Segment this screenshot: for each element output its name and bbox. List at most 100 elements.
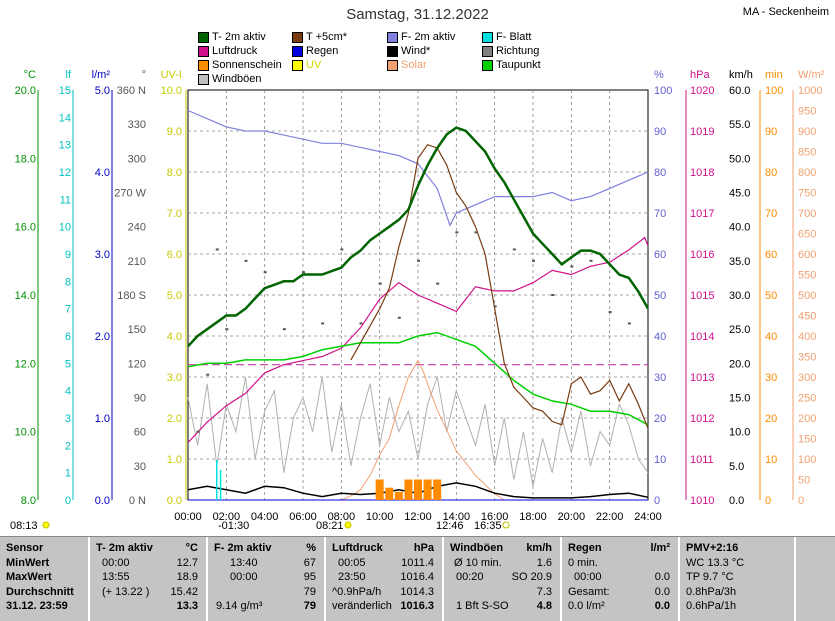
axis-tick-label: 7 (65, 304, 71, 316)
marker-sunset: 16:35 (474, 520, 502, 532)
legend-item: Solar (387, 59, 427, 71)
stats-rain-col: Regen l/m² 0 min. 00:00 0.0 Gesamt: 0.0 0.0… (560, 537, 678, 621)
axis-unit-label: km/h (729, 69, 753, 81)
axis-tick-label: 30 (134, 461, 146, 473)
axis-tick-label: 1011 (690, 454, 714, 466)
axis-tick-label: 0 (798, 495, 804, 507)
legend-swatch (482, 45, 493, 57)
wind-direction-mark (608, 311, 612, 314)
axis-tick-label: 150 (798, 434, 816, 446)
axis-tick-label: 120 (128, 358, 146, 370)
legend-item: Taupunkt (482, 59, 541, 71)
stats-rain-value: 0.0 (654, 585, 670, 598)
axis-tick-label: 40 (654, 331, 666, 343)
axis-tick-label: 40 (765, 331, 777, 343)
axis-unit-label: min (765, 69, 783, 81)
stats-rain-unit: l/m² (650, 542, 670, 554)
axis-tick-label: 330 (128, 119, 146, 131)
stats-temp-col: T- 2m aktiv °C 00:00 12.7 13:55 18.9 (+ 13.… (88, 537, 206, 621)
axis-tick-label: 210 (128, 256, 146, 268)
wind-direction-mark (196, 430, 200, 433)
legend-label: UV (306, 59, 322, 71)
x-tick-label: 20:00 (558, 511, 586, 523)
legend-swatch (482, 59, 493, 71)
axis-tick-label: 45.0 (729, 188, 750, 200)
axis-tick-label: 80 (765, 167, 777, 179)
sun-icon (42, 521, 50, 529)
stats-rain-value: 0.0 (654, 571, 670, 583)
axis-tick-label: 0 (765, 495, 771, 507)
axis-tick-label: 500 (798, 290, 816, 302)
wind-direction-mark (417, 259, 420, 262)
stats-sensor-header: Sensor (6, 542, 44, 554)
stats-press-note: veränderlich (332, 600, 392, 612)
stats-wind-col: Windböen km/h Ø 10 min. 1.6 00:20 SO 20.9 7… (442, 537, 560, 621)
axis-tick-label: 1013 (690, 372, 714, 384)
axis-tick-label: 30 (654, 372, 666, 384)
legend-label: Windböen (212, 73, 262, 85)
axis-tick-label: 0.0 (729, 495, 744, 507)
stats-hum-col: F- 2m aktiv% 13:40 67 00:00 95 79 9.14 g/m… (206, 537, 324, 621)
stats-panel: Sensor MinWert MaxWert Durchschnitt 31.1… (0, 536, 835, 621)
legend-swatch (198, 73, 209, 85)
legend-label: Wind* (401, 45, 431, 57)
axis-tick-label: 90 (134, 393, 146, 405)
x-tick-label: 06:00 (289, 511, 317, 523)
stats-pmv-col: PMV+2:16 WC 13.3 °C TP 9.7 °C 0.8hPa/3h … (678, 537, 794, 621)
axis-tick-label: 70 (765, 208, 777, 220)
legend-label: Luftdruck (212, 45, 258, 57)
stats-temp-time: 13:55 (102, 571, 130, 583)
stats-wind-time: 00:20 (456, 571, 484, 583)
axis-tick-label: 15.0 (729, 393, 750, 405)
axis-tick-label: 900 (798, 126, 816, 138)
axis-tick-label: 55.0 (729, 119, 750, 131)
axis-tick-label: 100 (765, 85, 783, 97)
wind-direction-mark (302, 271, 305, 274)
axis-tick-label: 400 (798, 331, 816, 343)
legend-swatch (482, 31, 493, 43)
stats-press-col: Luftdruck hPa 00:05 1011.4 23:50 1016.4 ^0.… (324, 537, 442, 621)
axis-tick-label: 1012 (690, 413, 714, 425)
axis-unit-label: % (654, 69, 664, 81)
legend-swatch (198, 31, 209, 43)
axis-tick-label: 2.0 (167, 413, 182, 425)
legend-label: F- 2m aktiv (401, 31, 456, 43)
x-tick-label: 04:00 (251, 511, 279, 523)
axis-tick-label: 1.0 (167, 454, 182, 466)
axis-tick-label: 0.0 (167, 495, 182, 507)
axis-tick-label: 10.0 (161, 85, 182, 97)
axis-tick-label: 250 (798, 393, 816, 405)
wind-direction-mark (455, 231, 459, 234)
axis-tick-label: 10.0 (729, 427, 750, 439)
stats-temp-header: T- 2m aktiv (96, 542, 153, 554)
legend-swatch (292, 31, 303, 43)
wind-direction-mark (206, 373, 210, 376)
stats-press-time: 23:50 (338, 571, 366, 583)
chart-title: Samstag, 31.12.2022 (346, 6, 489, 23)
stats-temp-value: 18.9 (176, 571, 198, 583)
sunrise-icon (344, 521, 352, 529)
axis-tick-label: 1015 (690, 290, 714, 302)
legend-label: Richtung (496, 45, 540, 57)
axis-unit-label: °C (24, 69, 36, 81)
legend-item: Regen (292, 45, 338, 57)
marker-left-time: 08:13 (10, 520, 38, 532)
legend-item: T +5cm* (292, 31, 347, 43)
axis-tick-label: 8.0 (167, 167, 182, 179)
stats-press-value: 1016.4 (400, 571, 434, 583)
stats-temp-unit: °C (185, 542, 198, 554)
x-tick-label: 22:00 (596, 511, 624, 523)
legend-item: Windböen (198, 73, 262, 85)
axis-tick-label: 60.0 (729, 85, 750, 97)
axis-tick-label: 60 (765, 249, 777, 261)
stats-row-label: 31.12. 23:59 (6, 600, 68, 612)
stats-pmv-row: 0.8hPa/3h (686, 585, 737, 598)
sunshine-bar (375, 479, 384, 500)
x-tick-label: 10:00 (366, 511, 394, 523)
stats-hum-time: 00:00 (230, 571, 258, 583)
stats-press-value: 1016.3 (400, 600, 434, 612)
stats-hum-note: 9.14 g/m³ (216, 600, 263, 612)
stats-temp-note: (+ 13.22 ) (102, 585, 150, 598)
axis-tick-label: 600 (798, 249, 816, 261)
stats-press-header: Luftdruck (332, 542, 383, 554)
